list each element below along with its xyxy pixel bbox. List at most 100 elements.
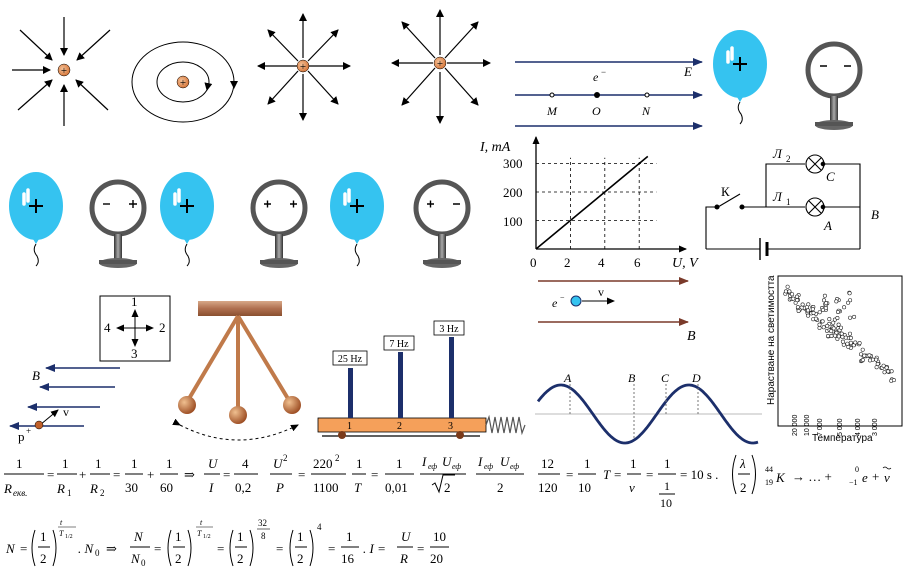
hr-point <box>848 335 853 340</box>
magnetic-field-right: e − v B <box>538 277 696 344</box>
hr-xtick: 5 000 <box>837 418 844 436</box>
f-2: 2 <box>497 480 504 495</box>
balloon-top-right <box>711 28 769 126</box>
f-30: 30 <box>125 480 138 495</box>
f-10: 10 <box>433 529 446 544</box>
hr-point <box>846 300 851 305</box>
hr-point <box>804 305 809 310</box>
f-i: I <box>208 480 214 495</box>
hr-point <box>836 322 841 327</box>
iu-ylabel: I, mA <box>479 140 511 155</box>
f-dot-n0: . N <box>78 541 95 556</box>
f-sq: 2 <box>283 453 288 463</box>
f-uef: U <box>442 454 453 469</box>
f-exp-T: T <box>59 529 64 538</box>
f-eq: = <box>646 467 653 482</box>
hr-point <box>860 357 865 362</box>
electroscope-top-right <box>808 44 860 130</box>
f-e-charge: −1 <box>849 478 858 487</box>
f-r1: R <box>56 481 65 496</box>
hr-point <box>821 298 826 303</box>
hr-point <box>875 361 880 366</box>
hr-point <box>882 370 887 375</box>
f-u: U <box>208 456 219 471</box>
f-r: R <box>399 551 408 566</box>
f-u: U <box>401 529 412 544</box>
f-arrow: → … + <box>792 469 832 484</box>
f-rekv-sub: екв. <box>13 488 27 498</box>
circuit <box>705 154 861 260</box>
lamp2-label: Л <box>772 146 783 161</box>
f-16: 16 <box>341 551 355 566</box>
hr-point <box>836 334 841 339</box>
hr-point <box>848 298 853 303</box>
f-120: 120 <box>538 480 558 495</box>
sine-wave: A B C D <box>535 371 762 445</box>
res-num-2: 2 <box>397 421 402 432</box>
hr-point <box>853 340 858 345</box>
circuit-labels: Л 2 Л 1 К C A B <box>721 146 879 233</box>
f-eq: = <box>614 467 621 482</box>
iu-xlabel: U, V <box>672 256 699 271</box>
f-num: 1 <box>166 456 173 471</box>
balloon-1 <box>7 170 65 268</box>
hr-point <box>889 369 894 374</box>
point-a-label: A <box>823 218 832 233</box>
hr-point <box>805 308 810 313</box>
hr-point <box>891 378 896 383</box>
hr-point <box>813 316 818 321</box>
f-nubar: ν <box>884 470 890 485</box>
hr-point <box>795 298 800 303</box>
f-12: 12 <box>541 456 554 471</box>
uniform-field: e − E M O N <box>515 58 703 130</box>
freq-7: 7 Hz <box>389 339 409 350</box>
hr-point <box>867 353 872 358</box>
hr-point <box>800 302 805 307</box>
f-num: 1 <box>356 456 363 471</box>
hr-point <box>794 294 799 299</box>
hr-points <box>783 284 896 383</box>
hr-point <box>824 301 829 306</box>
hr-point <box>791 296 796 301</box>
balloon-3 <box>328 170 386 268</box>
hr-point <box>790 292 795 297</box>
velocity-label-left: v <box>63 405 69 419</box>
wave-b: B <box>628 371 636 385</box>
hr-point <box>820 319 825 324</box>
f-k-mass: 44 <box>765 465 773 474</box>
hr-point <box>848 340 853 345</box>
res-num-3: 3 <box>448 421 453 432</box>
f-num: 1 <box>62 456 69 471</box>
electroscope-3 <box>416 182 468 268</box>
f-num: 1 <box>95 456 102 471</box>
negative-charge-field: + <box>12 17 111 126</box>
hr-point <box>848 315 853 320</box>
f-u2: U <box>273 456 284 471</box>
hr-point <box>847 291 852 296</box>
hr-point <box>796 308 801 313</box>
hr-xtick: 3 000 <box>872 418 879 436</box>
hr-point <box>811 310 816 315</box>
iu-xtick: 0 <box>530 255 537 270</box>
hr-point <box>852 314 857 319</box>
electron-sup: − <box>601 67 606 77</box>
f-num: 1 <box>584 456 591 471</box>
hr-point <box>817 310 822 315</box>
hr-point <box>817 325 822 330</box>
f-10: 10 <box>660 496 672 510</box>
hr-point <box>842 305 847 310</box>
f-eq: = <box>328 541 335 556</box>
freq-3: 3 Hz <box>439 324 459 335</box>
wave-c: C <box>661 371 670 385</box>
f-2: 2 <box>297 551 304 566</box>
f-r1-sub: 1 <box>67 488 72 498</box>
positive-charge-field-2: + <box>391 9 491 124</box>
hr-point <box>831 320 836 325</box>
electron-label-2: e <box>552 296 558 310</box>
f-half: 1/2 <box>203 534 211 540</box>
hr-point <box>840 334 845 339</box>
f-ef-sub: еф <box>428 462 437 471</box>
f-eq: = <box>223 467 230 482</box>
f-num: 1 <box>346 529 353 544</box>
iu-xtick: 4 <box>598 255 605 270</box>
